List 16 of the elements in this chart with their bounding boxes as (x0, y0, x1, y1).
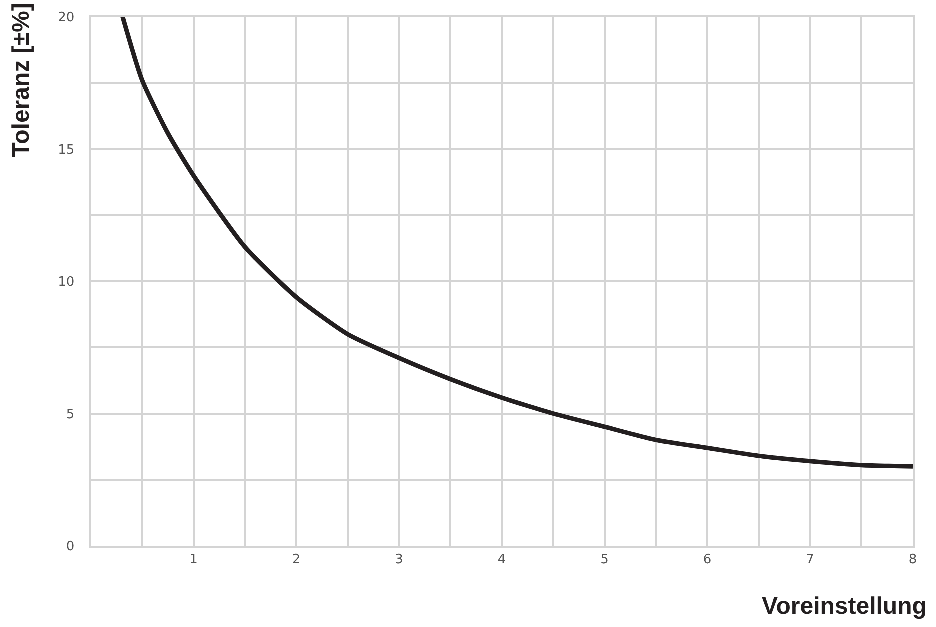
x-tick-label: 1 (190, 552, 198, 568)
x-tick-label: 8 (908, 552, 918, 568)
x-tick-label: 5 (600, 552, 609, 568)
x-tick-label: 7 (806, 552, 814, 568)
x-tick-label: 6 (703, 552, 712, 568)
y-tick-label: 10 (58, 275, 75, 290)
y-tick-label: 20 (58, 10, 75, 26)
y-axis-title: Toleranz [±%] (8, 3, 35, 158)
line-series (120, 17, 913, 469)
y-tick-label: 0 (66, 540, 75, 555)
y-tick-label: 5 (66, 407, 75, 422)
x-tick-label: 4 (498, 552, 506, 568)
y-tick-label: 15 (58, 142, 75, 158)
x-tick-label: 3 (395, 552, 404, 568)
x-axis-title: Voreinstellung (762, 593, 927, 620)
x-tick-label: 2 (292, 552, 301, 568)
